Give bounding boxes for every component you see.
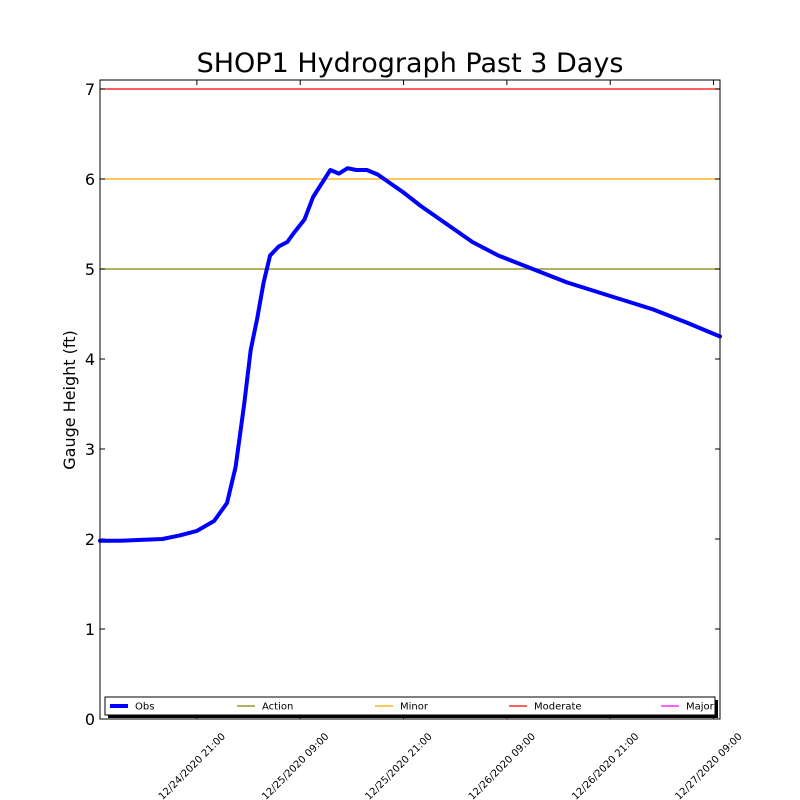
y-tick-label: 0 bbox=[85, 710, 95, 729]
plot-frame bbox=[99, 79, 721, 720]
legend-label-action: Action bbox=[262, 702, 293, 713]
x-tick-label: 12/26/2020 09:00 bbox=[467, 731, 538, 800]
legend-label-minor: Minor bbox=[400, 702, 429, 713]
x-tick-label: 12/26/2020 21:00 bbox=[570, 731, 641, 800]
legend-label-major: Major bbox=[686, 702, 715, 713]
series-group bbox=[98, 166, 722, 543]
threshold-lines bbox=[100, 88, 720, 270]
y-tick-label: 3 bbox=[85, 440, 95, 459]
legend-box bbox=[104, 696, 716, 716]
y-tick-label: 2 bbox=[85, 530, 95, 549]
chart-title: SHOP1 Hydrograph Past 3 Days bbox=[197, 48, 624, 79]
y-tick-label: 4 bbox=[85, 350, 95, 369]
x-axis: 12/24/2020 21:00 12/25/2020 09:00 12/25/20… bbox=[157, 80, 745, 800]
x-tick-label: 12/25/2020 21:00 bbox=[363, 731, 434, 800]
legend: Obs Action Minor Moderate Major bbox=[104, 696, 718, 718]
y-axis: 0 1 2 3 4 5 6 7 bbox=[85, 80, 720, 729]
y-tick-label: 5 bbox=[85, 260, 95, 279]
series-line-obs bbox=[98, 166, 722, 543]
x-tick-label: 12/24/2020 21:00 bbox=[157, 731, 228, 800]
y-tick-label: 6 bbox=[85, 170, 95, 189]
x-tick-label: 12/25/2020 09:00 bbox=[260, 731, 331, 800]
legend-label-moderate: Moderate bbox=[534, 702, 582, 713]
y-tick-label: 1 bbox=[85, 620, 95, 639]
legend-label-obs: Obs bbox=[135, 702, 154, 713]
y-tick-label: 7 bbox=[85, 80, 95, 99]
x-tick-label: 12/27/2020 09:00 bbox=[673, 731, 744, 800]
y-axis-label: Gauge Height (ft) bbox=[60, 330, 79, 470]
